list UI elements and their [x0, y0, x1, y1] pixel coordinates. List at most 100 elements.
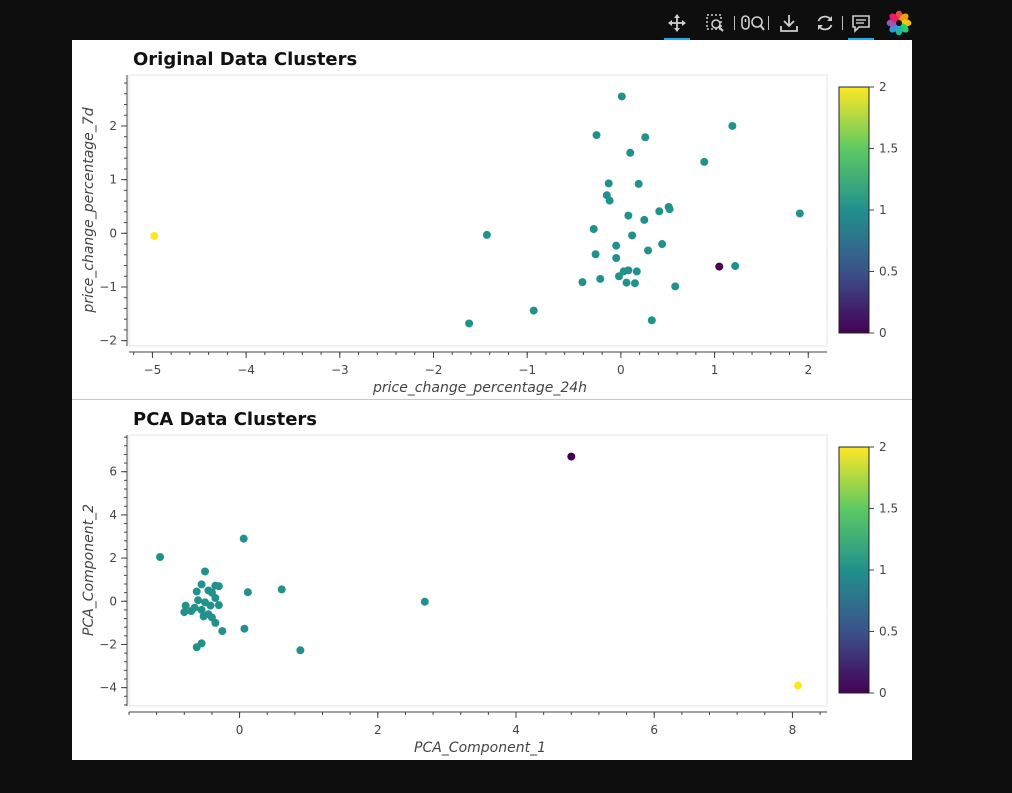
x-tick-label: 6 — [650, 723, 658, 737]
y-tick-label: −2 — [99, 334, 117, 348]
reset-tool-icon[interactable] — [810, 8, 840, 38]
scatter-points — [150, 92, 804, 328]
y-axis: −4 −2 0 2 4 6 — [99, 435, 128, 706]
x-tick-label: 0 — [236, 723, 244, 737]
pca-clusters-plot[interactable]: PCA Data Clusters 0 2 4 6 8 −4 −2 0 2 4 6 PCA_Com… — [72, 400, 912, 760]
y-tick-label: 4 — [109, 508, 117, 522]
scatter-point[interactable] — [181, 601, 190, 610]
scatter-point[interactable] — [624, 266, 633, 275]
scatter-point[interactable] — [150, 231, 159, 240]
colorbar-tick-label: 0.5 — [879, 625, 898, 639]
scatter-point[interactable] — [612, 241, 621, 250]
plot-title: Original Data Clusters — [133, 49, 357, 70]
scatter-point[interactable] — [665, 205, 674, 214]
scatter-point[interactable] — [592, 131, 601, 140]
scatter-point[interactable] — [243, 588, 252, 597]
bokeh-logo-icon[interactable] — [884, 8, 914, 38]
hover-tool-icon[interactable] — [846, 8, 876, 40]
scatter-point[interactable] — [604, 179, 613, 188]
scatter-point[interactable] — [239, 534, 248, 543]
scatter-point[interactable] — [192, 643, 201, 652]
scatter-point[interactable] — [214, 582, 223, 591]
scatter-point[interactable] — [628, 231, 637, 240]
y-tick-label: 2 — [109, 119, 117, 133]
original-clusters-plot[interactable]: Original Data Clusters −5 −4 −3 −2 −1 0 1 2 −2−… — [72, 40, 912, 399]
colorbar: 0 0.5 1 1.5 2 — [838, 440, 898, 700]
scatter-point[interactable] — [612, 253, 621, 262]
scatter-point[interactable] — [529, 306, 538, 315]
x-tick-label: −5 — [144, 363, 162, 377]
x-tick-label: 8 — [789, 723, 797, 737]
scatter-point[interactable] — [199, 612, 208, 621]
scatter-point[interactable] — [647, 316, 656, 325]
scatter-point[interactable] — [277, 585, 286, 594]
scatter-point[interactable] — [622, 278, 631, 287]
scatter-point[interactable] — [700, 157, 709, 166]
scatter-point[interactable] — [201, 567, 210, 576]
scatter-point[interactable] — [180, 608, 189, 617]
colorbar-tick-label: 2 — [879, 80, 887, 94]
scatter-points — [156, 452, 802, 690]
scatter-point[interactable] — [589, 225, 598, 234]
y-tick-label: 0 — [109, 594, 117, 608]
scatter-point[interactable] — [655, 207, 664, 216]
scatter-point[interactable] — [632, 267, 641, 276]
x-axis-label: price_change_percentage_24h — [372, 380, 587, 396]
scatter-point[interactable] — [197, 605, 206, 614]
colorbar-tick-label: 2 — [879, 440, 887, 454]
colorbar-tick-label: 0 — [879, 326, 887, 340]
scatter-point[interactable] — [211, 594, 220, 603]
scatter-point[interactable] — [591, 250, 600, 259]
scatter-point[interactable] — [731, 262, 740, 271]
scatter-point[interactable] — [671, 282, 680, 291]
x-tick-label: −4 — [237, 363, 255, 377]
scatter-point[interactable] — [465, 319, 474, 328]
colorbar: 0 0.5 1 1.5 2 — [838, 80, 898, 340]
colorbar-gradient — [838, 86, 870, 334]
scatter-point[interactable] — [206, 601, 215, 610]
scatter-point[interactable] — [214, 601, 223, 610]
scatter-point[interactable] — [211, 618, 220, 627]
scatter-point[interactable] — [626, 148, 635, 157]
scatter-point[interactable] — [156, 553, 165, 562]
scatter-point[interactable] — [240, 624, 249, 633]
scatter-point[interactable] — [728, 121, 737, 130]
plot-frame — [128, 74, 828, 347]
scatter-point[interactable] — [793, 681, 802, 690]
x-tick-label: −3 — [331, 363, 349, 377]
scatter-point[interactable] — [630, 279, 639, 288]
scatter-point[interactable] — [596, 274, 605, 283]
colorbar-tick-label: 0.5 — [879, 265, 898, 279]
scatter-point[interactable] — [482, 230, 491, 239]
scatter-point[interactable] — [715, 262, 724, 271]
pan-tool-icon[interactable] — [662, 8, 692, 40]
scatter-point[interactable] — [617, 92, 626, 101]
scatter-point[interactable] — [192, 587, 201, 596]
save-tool-icon[interactable] — [774, 8, 804, 38]
box-zoom-tool-icon[interactable] — [700, 8, 730, 38]
scatter-point[interactable] — [578, 278, 587, 287]
scatter-point[interactable] — [644, 246, 653, 255]
scatter-point[interactable] — [795, 209, 804, 218]
scatter-point[interactable] — [567, 452, 576, 461]
scatter-point[interactable] — [296, 646, 305, 655]
y-tick-label: −1 — [99, 280, 117, 294]
x-tick-label: 2 — [374, 723, 382, 737]
scatter-point[interactable] — [640, 215, 649, 224]
scatter-point[interactable] — [615, 272, 624, 281]
wheel-zoom-tool-icon[interactable] — [738, 8, 768, 38]
scatter-point[interactable] — [187, 606, 196, 615]
scatter-point[interactable] — [605, 196, 614, 205]
scatter-point[interactable] — [218, 627, 227, 636]
scatter-point[interactable] — [624, 211, 633, 220]
scatter-point[interactable] — [641, 133, 650, 142]
scatter-point[interactable] — [197, 580, 206, 589]
plot-divider — [72, 399, 912, 400]
x-tick-label: −2 — [425, 363, 443, 377]
scatter-point[interactable] — [194, 596, 203, 605]
scatter-point[interactable] — [634, 179, 643, 188]
scatter-point[interactable] — [420, 597, 429, 606]
x-tick-label: 2 — [804, 363, 812, 377]
plot-title: PCA Data Clusters — [133, 409, 317, 430]
scatter-point[interactable] — [658, 240, 667, 249]
